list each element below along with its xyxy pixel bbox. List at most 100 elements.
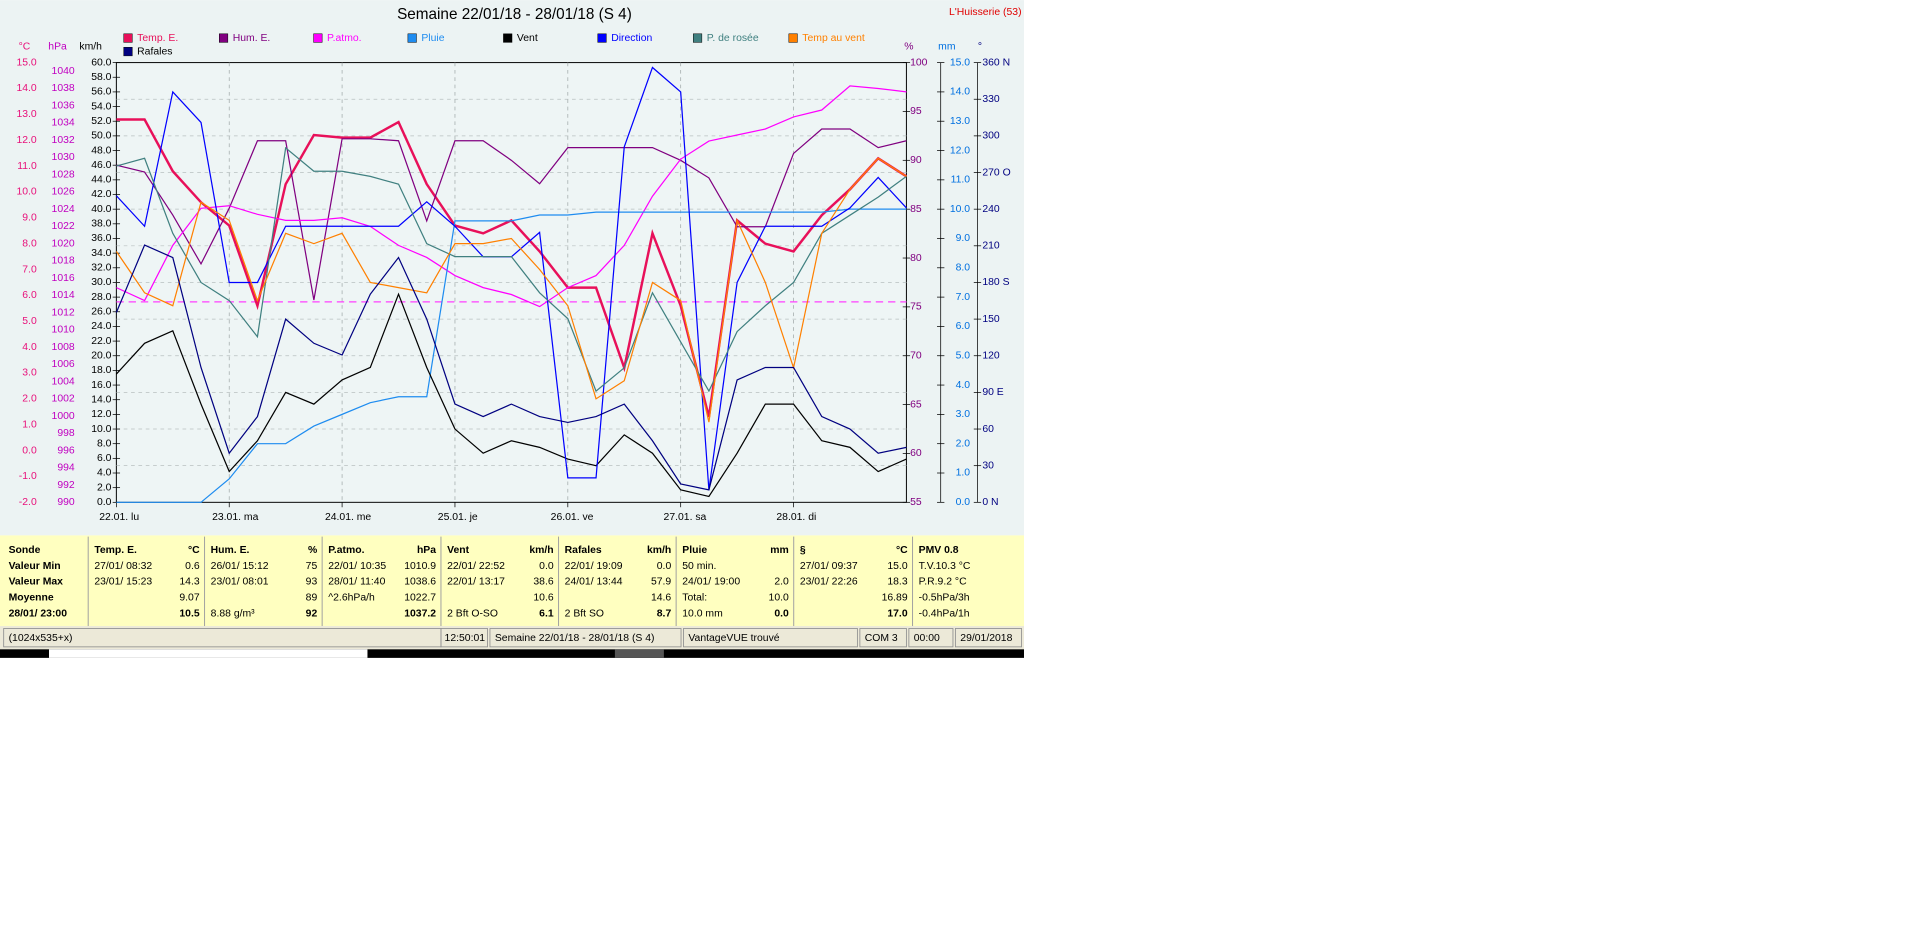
y-tick-label: 13.0 xyxy=(950,116,970,127)
axis-unit: mm xyxy=(938,41,955,52)
y-tick-label: 3.0 xyxy=(956,409,971,420)
y-tick-label: 60 xyxy=(910,448,922,459)
y-tick-label: 14.0 xyxy=(91,394,111,405)
y-tick-label: 16.0 xyxy=(91,380,111,391)
y-tick-label: 9.0 xyxy=(956,233,971,244)
row-label: Sonde xyxy=(9,545,41,556)
status-panel xyxy=(440,628,488,648)
status-text: 00:00 xyxy=(914,633,940,644)
legend-label: Temp au vent xyxy=(802,33,865,44)
cell-value: 6.1 xyxy=(539,609,554,620)
status-panel xyxy=(489,628,682,648)
cell-text: 22/01/ 22:52 xyxy=(447,561,505,572)
y-tick-label: 0 N xyxy=(982,497,998,508)
y-tick-label: 34.0 xyxy=(91,248,111,259)
status-text: VantageVUE trouvé xyxy=(688,633,779,644)
legend-label: Hum. E. xyxy=(233,33,271,44)
cell-value: 1037.2 xyxy=(404,609,436,620)
y-tick-label: 992 xyxy=(57,480,75,491)
y-tick-label: 0.0 xyxy=(956,497,971,508)
y-tick-label: 360 N xyxy=(982,57,1010,68)
y-tick-label: 7.0 xyxy=(22,264,37,275)
column-unit: km/h xyxy=(647,545,671,556)
legend-label: P. de rosée xyxy=(707,33,759,44)
cell-value: 89 xyxy=(306,593,318,604)
y-tick-label: 26.0 xyxy=(91,307,111,318)
status-panel xyxy=(683,628,858,648)
y-tick-label: 100 xyxy=(910,57,928,68)
cell-value: 18.3 xyxy=(887,577,907,588)
column-unit: °C xyxy=(896,545,908,556)
y-tick-label: 5.0 xyxy=(956,350,971,361)
y-tick-label: 30 xyxy=(982,460,994,471)
cell-text: 8.88 g/m³ xyxy=(211,609,255,620)
y-tick-label: 1006 xyxy=(52,359,75,370)
y-tick-label: 1.0 xyxy=(22,419,37,430)
y-tick-label: 120 xyxy=(982,350,1000,361)
series-line xyxy=(116,146,907,393)
legend-swatch xyxy=(219,33,229,43)
cell-value: 75 xyxy=(306,561,318,572)
app-window: Semaine 22/01/18 - 28/01/18 (S 4) L'Huis… xyxy=(0,0,1024,658)
cell-value: 14.6 xyxy=(651,593,671,604)
legend-swatch xyxy=(503,33,513,43)
x-tick-label: 25.01. je xyxy=(438,512,478,523)
y-tick-label: 48.0 xyxy=(91,145,111,156)
y-tick-label: 10.0 xyxy=(950,204,970,215)
y-tick-label: 11.0 xyxy=(17,161,37,172)
series-line xyxy=(115,244,907,491)
cell-text: 23/01/ 22:26 xyxy=(800,577,858,588)
legend-label: Direction xyxy=(611,33,652,44)
y-tick-label: 12.0 xyxy=(16,135,36,146)
y-tick-label: 1008 xyxy=(52,342,75,353)
series-line xyxy=(115,157,907,423)
y-tick-label: 50.0 xyxy=(91,131,111,142)
y-tick-label: 0.0 xyxy=(22,445,37,456)
y-tick-label: 1032 xyxy=(52,135,75,146)
cell-text: 22/01/ 19:09 xyxy=(565,561,623,572)
cell-value: 15.0 xyxy=(887,561,907,572)
series-line xyxy=(116,208,907,503)
y-tick-label: 70 xyxy=(910,350,922,361)
cell-text: 2 Bft O-SO xyxy=(447,609,498,620)
axis-unit: hPa xyxy=(48,41,67,52)
cell-value: 57.9 xyxy=(651,577,671,588)
y-tick-label: 7.0 xyxy=(956,292,971,303)
cell-value: 0.6 xyxy=(185,561,200,572)
status-panel xyxy=(954,628,1022,648)
column-title: Temp. E. xyxy=(94,545,137,556)
y-tick-label: 14.0 xyxy=(16,83,36,94)
legend-label: P.atmo. xyxy=(327,33,362,44)
cell-value: 2.0 xyxy=(774,577,789,588)
y-tick-label: 996 xyxy=(57,445,75,456)
y-tick-label: 11.0 xyxy=(951,175,971,186)
cell-value: 1010.9 xyxy=(404,561,436,572)
y-tick-label: 1012 xyxy=(52,307,75,318)
y-tick-label: 9.0 xyxy=(22,213,37,224)
cell-text: 23/01/ 08:01 xyxy=(211,577,269,588)
cell-text: 10.0 mm xyxy=(682,609,722,620)
y-tick-label: 330 xyxy=(982,94,1000,105)
scroll-track xyxy=(0,649,1024,658)
y-tick-label: 1024 xyxy=(52,204,75,215)
y-tick-label: 8.0 xyxy=(22,238,37,249)
y-tick-label: 1030 xyxy=(52,152,75,163)
y-tick-label: 10.0 xyxy=(16,187,36,198)
y-tick-label: 994 xyxy=(57,463,75,474)
y-tick-label: 4.0 xyxy=(22,342,37,353)
cell-text: -0.5hPa/3h xyxy=(919,593,970,604)
cell-text: T.V.10.3 °C xyxy=(919,561,971,572)
status-text: Semaine 22/01/18 - 28/01/18 (S 4) xyxy=(495,633,655,644)
legend-swatch xyxy=(123,47,133,57)
y-tick-label: 32.0 xyxy=(91,263,111,274)
row-label: 28/01/ 23:00 xyxy=(9,609,68,620)
y-tick-label: 1038 xyxy=(52,83,75,94)
cell-value: 1022.7 xyxy=(404,593,436,604)
y-tick-label: 1000 xyxy=(52,411,75,422)
y-tick-label: 75 xyxy=(910,302,922,313)
y-tick-label: 998 xyxy=(57,428,75,439)
y-tick-label: 1018 xyxy=(52,256,75,267)
y-tick-label: 38.0 xyxy=(91,219,111,230)
y-tick-label: 44.0 xyxy=(91,175,111,186)
